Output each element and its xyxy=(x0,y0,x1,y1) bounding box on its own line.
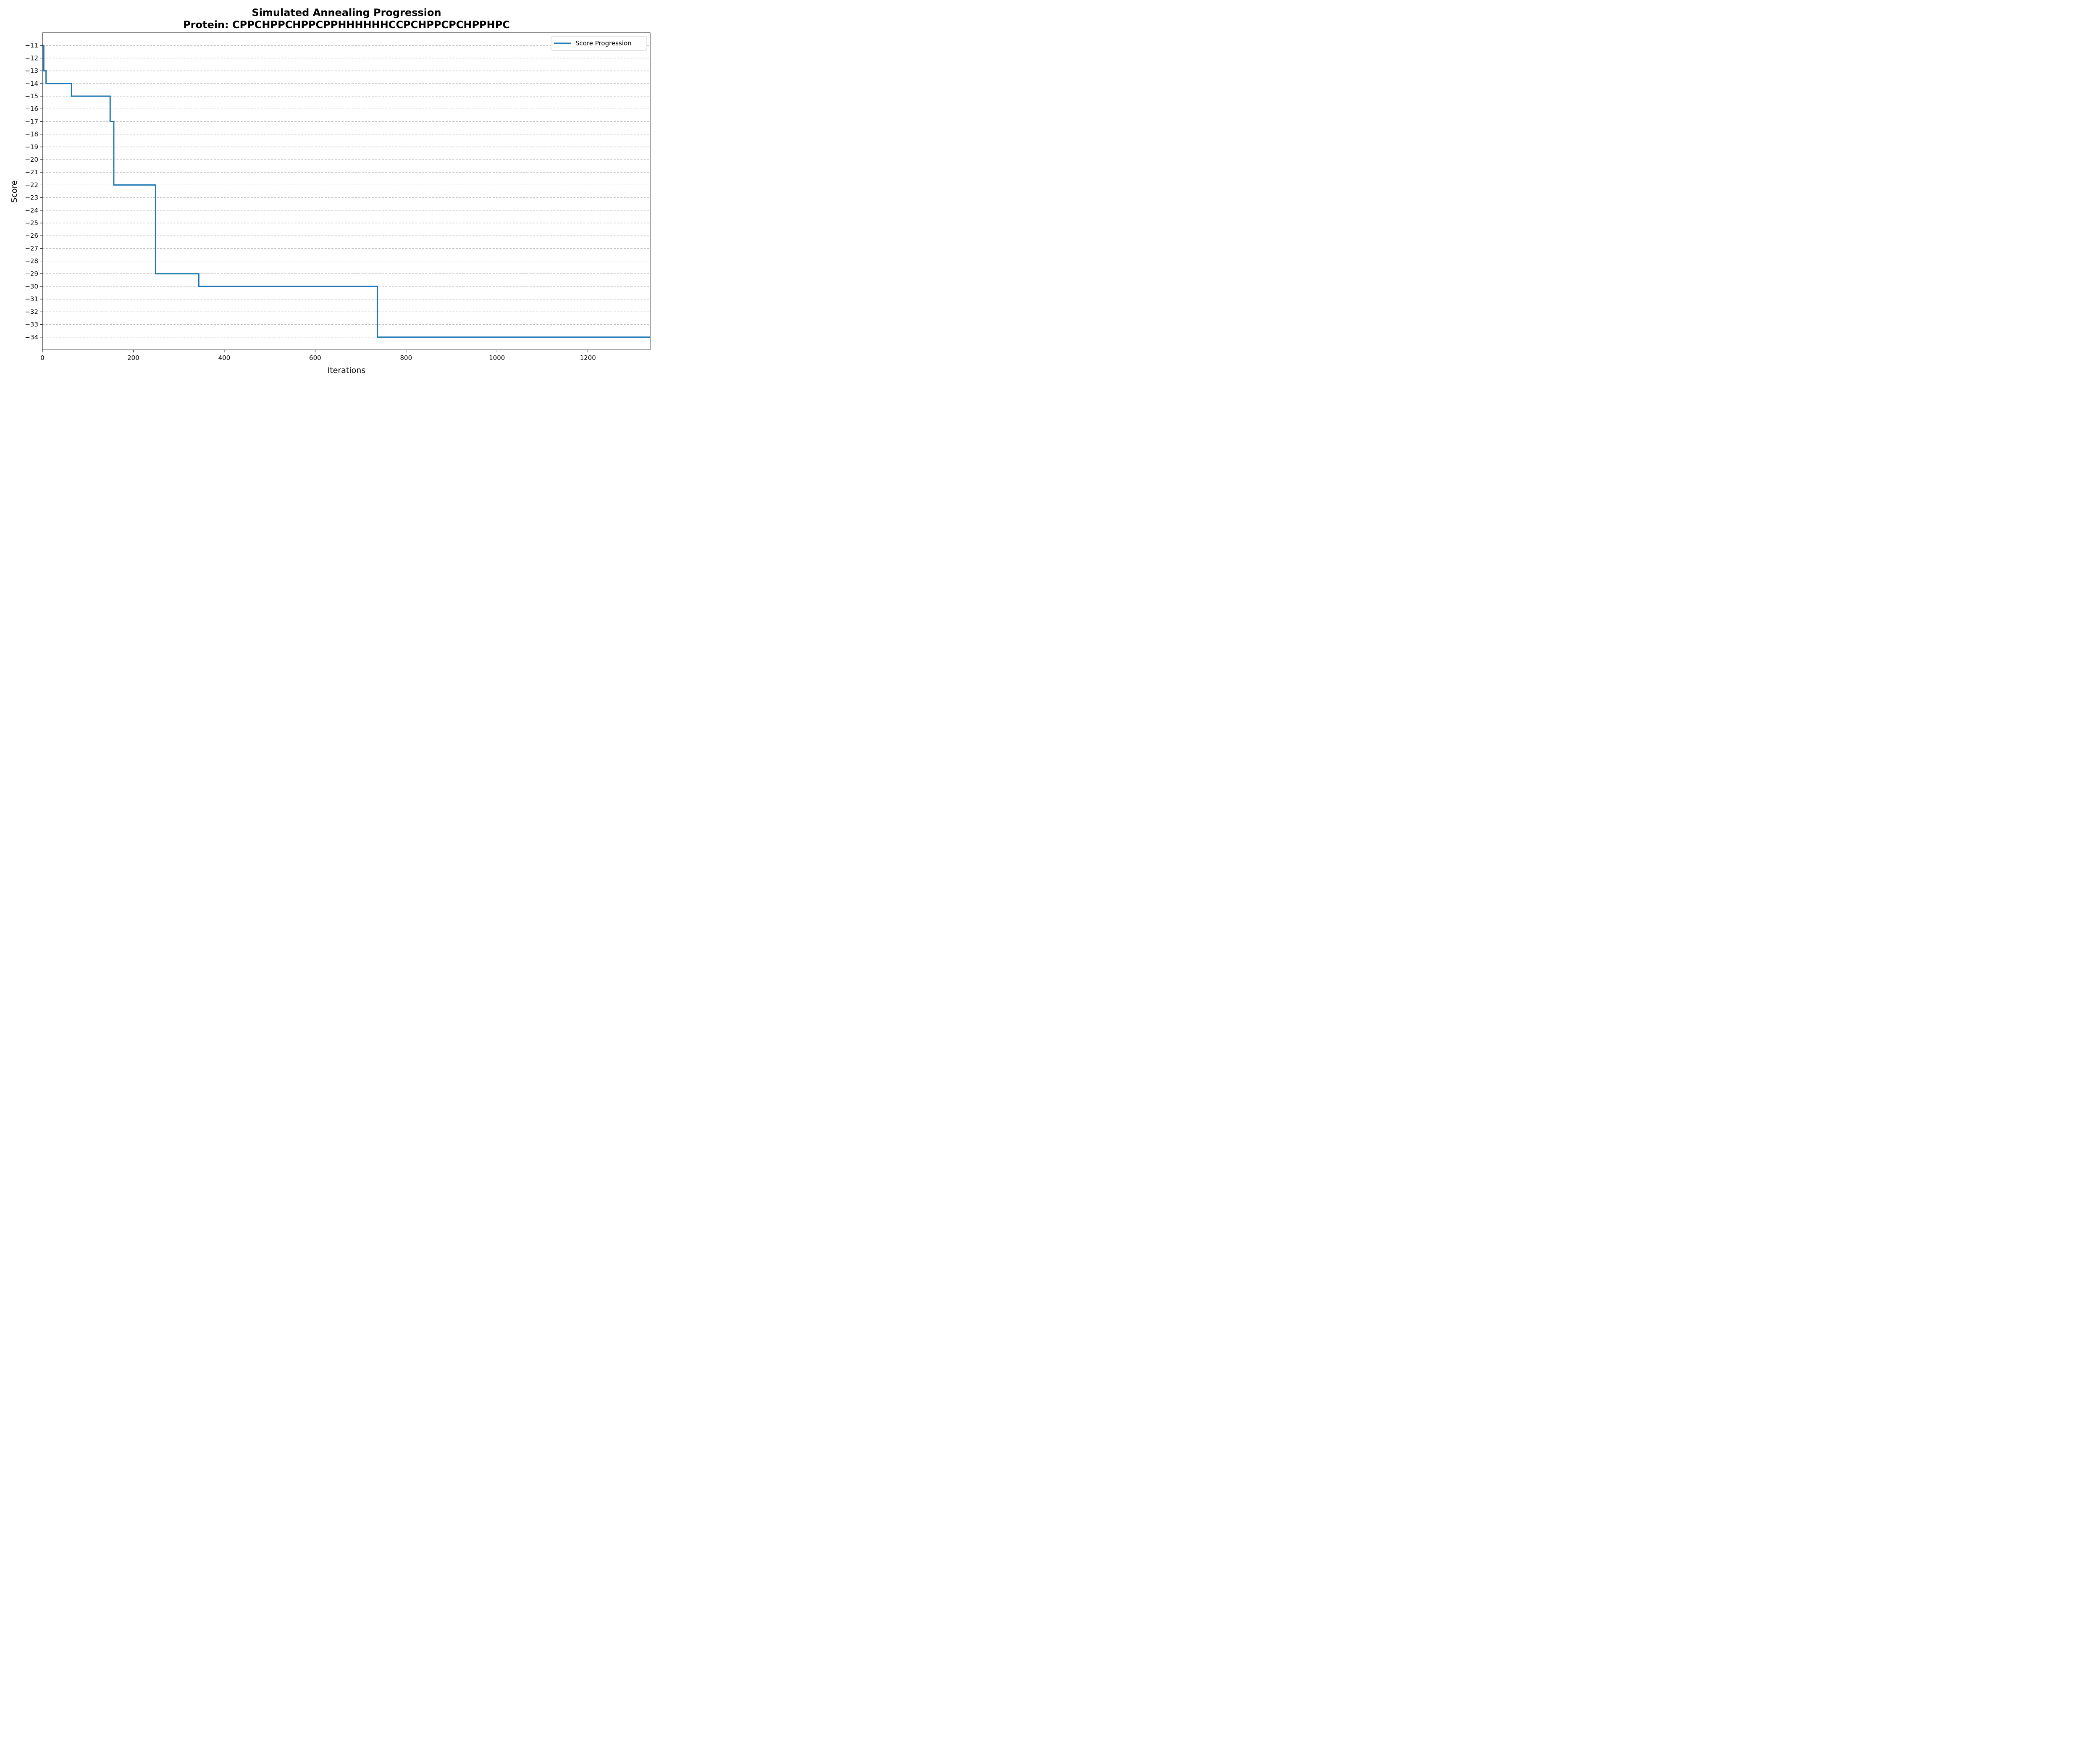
y-tick-label: −34 xyxy=(25,333,38,341)
legend-label: Score Progression xyxy=(575,39,632,47)
x-tick-label: 1200 xyxy=(580,354,596,362)
y-tick-label: −16 xyxy=(25,105,38,113)
x-tick-label: 400 xyxy=(218,354,231,362)
series-layer xyxy=(42,45,650,338)
chart-title: Simulated Annealing Progression xyxy=(252,7,441,18)
y-tick-label: −28 xyxy=(25,257,38,265)
series-line-score-progression xyxy=(42,45,650,338)
x-tick-label: 0 xyxy=(40,354,45,362)
y-tick-label: −23 xyxy=(25,194,38,202)
y-tick-label: −11 xyxy=(25,42,38,49)
y-tick-label: −18 xyxy=(25,131,38,138)
y-tick-label: −24 xyxy=(25,207,38,214)
x-axis-ticks: 0 200 400 600 800 1000 1200 xyxy=(40,350,596,362)
chart-subtitle: Protein: CPPCHPPCHPPCPPHHHHHHCCPCHPPCPCH… xyxy=(183,19,510,31)
y-tick-label: −25 xyxy=(25,219,38,227)
y-axis-label: Score xyxy=(10,180,19,202)
y-tick-label: −26 xyxy=(25,232,38,239)
y-tick-label: −32 xyxy=(25,308,38,315)
y-tick-label: −30 xyxy=(25,283,38,290)
y-tick-label: −17 xyxy=(25,118,38,125)
y-tick-label: −27 xyxy=(25,244,38,252)
y-tick-label: −31 xyxy=(25,295,38,303)
x-tick-label: 800 xyxy=(400,354,412,362)
y-tick-label: −21 xyxy=(25,168,38,176)
y-tick-label: −15 xyxy=(25,92,38,100)
x-axis-label: Iterations xyxy=(328,366,366,375)
legend: Score Progression xyxy=(551,36,647,51)
y-tick-label: −12 xyxy=(25,54,38,62)
plot-area xyxy=(42,33,650,350)
x-tick-label: 1000 xyxy=(489,354,505,362)
x-tick-label: 600 xyxy=(309,354,321,362)
y-tick-label: −22 xyxy=(25,181,38,189)
y-tick-label: −14 xyxy=(25,80,38,87)
y-tick-label: −13 xyxy=(25,67,38,75)
y-axis-ticks: −34 −33 −32 −31 −30 −29 −28 −27 −26 −25 −24 −23 −22 −… xyxy=(25,42,42,341)
y-tick-label: −19 xyxy=(25,143,38,151)
plot-frame xyxy=(42,32,651,350)
chart: Simulated Annealing Progression Protein:… xyxy=(0,0,659,384)
y-tick-label: −29 xyxy=(25,270,38,278)
y-tick-label: −20 xyxy=(25,156,38,163)
y-tick-label: −33 xyxy=(25,321,38,328)
x-tick-label: 200 xyxy=(127,354,139,362)
legend-box xyxy=(551,36,647,51)
